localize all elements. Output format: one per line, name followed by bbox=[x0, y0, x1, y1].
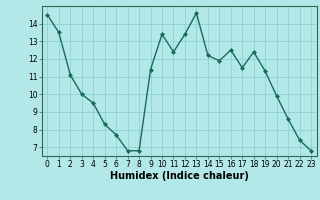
X-axis label: Humidex (Indice chaleur): Humidex (Indice chaleur) bbox=[110, 171, 249, 181]
